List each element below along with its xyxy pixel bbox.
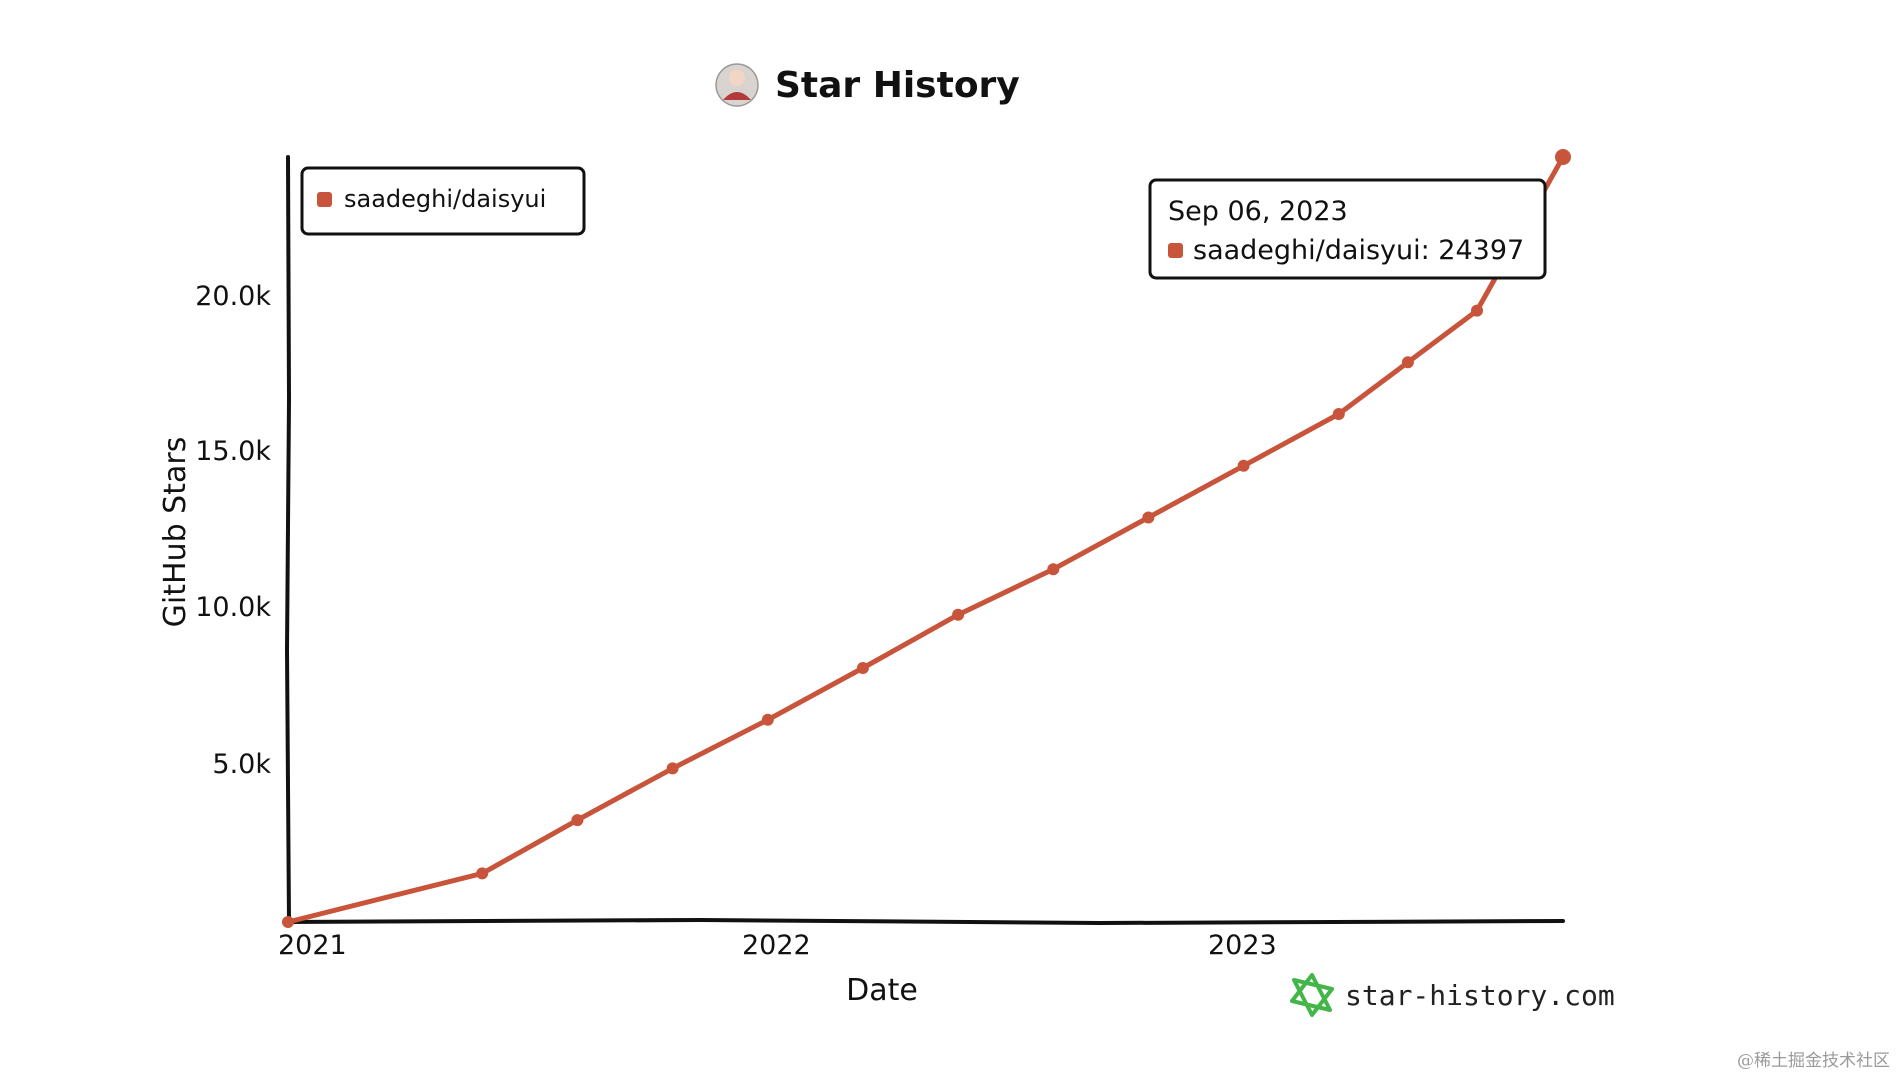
y-axis-line bbox=[284, 155, 292, 924]
data-point[interactable] bbox=[1401, 356, 1414, 369]
y-tick-label-15k: 15.0k bbox=[195, 436, 271, 467]
data-point[interactable] bbox=[571, 814, 584, 827]
data-point[interactable] bbox=[761, 713, 774, 726]
data-point[interactable] bbox=[1047, 563, 1060, 576]
legend: saadeghi/daisyui bbox=[300, 166, 586, 236]
y-axis-title: GitHub Stars bbox=[158, 437, 193, 628]
x-tick-label-2022: 2022 bbox=[742, 930, 811, 961]
chart-title: Star History bbox=[775, 65, 1020, 106]
data-point-latest[interactable] bbox=[1555, 149, 1571, 165]
tooltip: Sep 06, 2023 saadeghi/daisyui: 24397 bbox=[1148, 178, 1547, 280]
data-point[interactable] bbox=[1142, 511, 1155, 524]
tooltip-date: Sep 06, 2023 bbox=[1168, 196, 1348, 227]
tooltip-value: saadeghi/daisyui: 24397 bbox=[1193, 235, 1524, 266]
y-tick-label-20k: 20.0k bbox=[195, 281, 271, 312]
y-tick-label-10k: 10.0k bbox=[195, 592, 271, 623]
series-line-daisyui bbox=[285, 154, 1566, 925]
series-layer bbox=[282, 149, 1571, 928]
data-point[interactable] bbox=[1471, 304, 1483, 317]
tooltip-box bbox=[1148, 178, 1547, 280]
brand-link[interactable]: star-history.com bbox=[1345, 979, 1615, 1012]
watermark: @稀土掘金技术社区 bbox=[1737, 1051, 1890, 1071]
legend-label: saadeghi/daisyui bbox=[344, 185, 546, 213]
chart-title-group: Star History bbox=[715, 63, 1020, 107]
data-point[interactable] bbox=[476, 867, 489, 880]
data-point[interactable] bbox=[1332, 408, 1345, 420]
x-axis-title: Date bbox=[846, 973, 918, 1008]
legend-box bbox=[300, 166, 586, 236]
x-tick-label-2021: 2021 bbox=[278, 930, 347, 961]
data-point[interactable] bbox=[282, 916, 294, 928]
x-tick-label-2023: 2023 bbox=[1208, 930, 1277, 961]
brand-group[interactable]: star-history.com bbox=[1290, 973, 1615, 1017]
star-logo-icon bbox=[1290, 973, 1334, 1017]
tooltip-swatch bbox=[1168, 243, 1183, 258]
data-point[interactable] bbox=[1237, 459, 1250, 472]
x-axis-line bbox=[282, 917, 1565, 926]
y-tick-label-5k: 5.0k bbox=[212, 749, 271, 780]
legend-swatch bbox=[317, 192, 332, 207]
data-point[interactable] bbox=[666, 762, 679, 775]
avatar-icon bbox=[715, 63, 759, 107]
data-point[interactable] bbox=[856, 662, 869, 674]
x-ticks: 2021 2022 2023 bbox=[278, 930, 1277, 961]
data-point[interactable] bbox=[952, 608, 965, 621]
y-ticks: 5.0k 10.0k 15.0k 20.0k bbox=[195, 281, 271, 780]
